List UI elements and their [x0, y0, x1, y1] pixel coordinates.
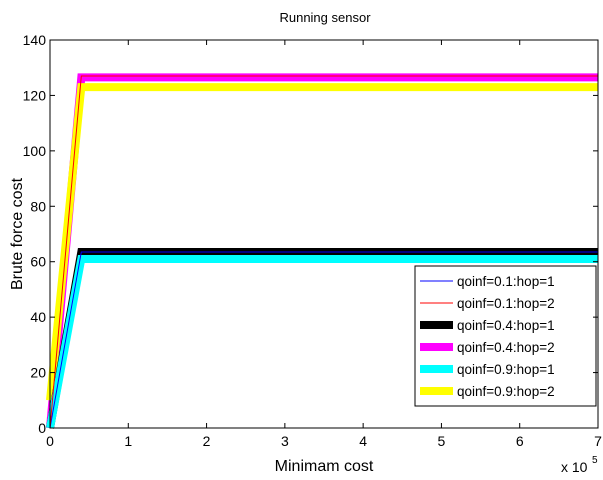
x-tick-label: 6: [516, 433, 524, 449]
x-tick-label: 4: [359, 433, 367, 449]
legend-box: [414, 265, 597, 407]
legend-label-6: qoinf=0.9:hop=2: [457, 384, 555, 399]
y-tick-label: 100: [23, 143, 47, 159]
y-tick-label: 60: [30, 254, 46, 270]
x-tick-label: 0: [46, 433, 54, 449]
series-line-1: [49, 251, 598, 429]
y-tick-label: 80: [30, 198, 46, 214]
x-tick-label: 2: [203, 433, 211, 449]
y-tick-label: 40: [30, 309, 46, 325]
y-tick-label: 20: [30, 365, 46, 381]
legend-label-2: qoinf=0.1:hop=2: [457, 296, 555, 311]
series-line-2: [49, 75, 598, 429]
series-layer: [46, 73, 598, 429]
plot-area: qoinf=0.1:hop=1 qoinf=0.1:hop=2 qoinf=0.4:…: [46, 39, 599, 429]
legend-label-4: qoinf=0.4:hop=2: [457, 340, 555, 355]
y-tick-label: 140: [23, 32, 47, 48]
series-line-6: [46, 83, 598, 401]
x-tick-label: 3: [281, 433, 289, 449]
plot-frame: [49, 39, 599, 429]
x-multiplier-exponent: 5: [592, 455, 598, 466]
y-tick-label: 120: [23, 87, 47, 103]
x-tick-label: 7: [594, 433, 602, 449]
legend-label-3: qoinf=0.4:hop=1: [457, 318, 555, 333]
y-axis-label: Brute force cost: [9, 177, 26, 290]
x-multiplier-label: x 10: [561, 459, 588, 475]
legend-label-1: qoinf=0.1:hop=1: [457, 274, 555, 289]
ticks-layer: 0 1 2 3 4 5 6 7 0 20 40 60 80 100 120 140: [23, 32, 602, 449]
x-tick-label: 5: [438, 433, 446, 449]
x-tick-label: 1: [124, 433, 132, 449]
x-axis-label: Minimam cost: [275, 458, 374, 475]
y-tick-label: 0: [38, 420, 46, 436]
legend-label-5: qoinf=0.9:hop=1: [457, 362, 555, 377]
chart-title: Running sensor: [279, 10, 371, 25]
legend: qoinf=0.1:hop=1 qoinf=0.1:hop=2 qoinf=0.4:…: [414, 265, 597, 407]
